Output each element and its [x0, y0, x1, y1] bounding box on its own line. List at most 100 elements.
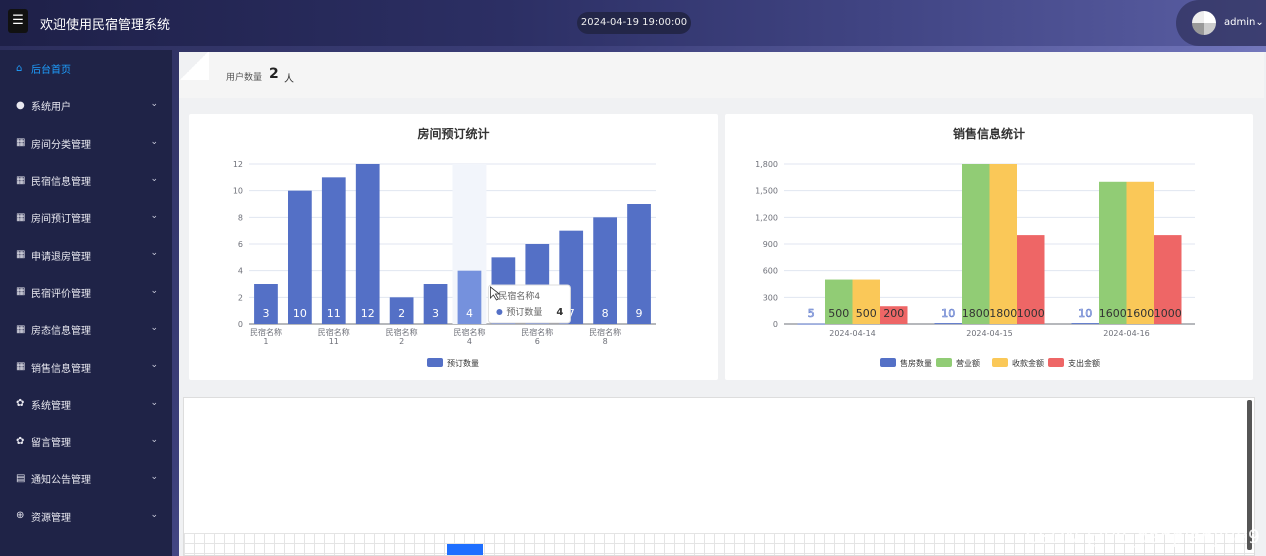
sales-chart-card: 销售信息统计 0 300 600 900 1,200 1,500 1,800 5 500 500 2…: [725, 114, 1253, 380]
data-label: 1000: [1154, 307, 1182, 320]
bar: [989, 164, 1017, 324]
sidebar-item-9[interactable]: ✿ 系统管理 ⌄: [0, 386, 172, 423]
chevron-down-icon: ⌄: [150, 99, 158, 110]
chevron-down-icon: ⌄: [150, 173, 158, 184]
grid-icon: ▦: [16, 211, 26, 223]
avatar[interactable]: [1192, 11, 1216, 35]
grid-icon: ▦: [16, 323, 26, 335]
legend-label: 售房数量: [900, 358, 932, 368]
user-icon: ●: [16, 99, 25, 111]
legend-label: 营业额: [956, 358, 980, 368]
x-tick-label: 8: [603, 337, 608, 346]
scrollbar[interactable]: [1247, 400, 1252, 550]
chevron-down-icon: ⌄: [150, 509, 158, 520]
sidebar-item-6[interactable]: ▦ 民宿评价管理 ⌄: [0, 274, 172, 311]
username[interactable]: admin⌄: [1224, 17, 1264, 28]
tooltip-title: 民宿名称4: [498, 290, 540, 302]
action-button[interactable]: [447, 544, 483, 555]
watermark: CSDN @vx_danpianji889: [1025, 526, 1260, 548]
sidebar-item-label: 资源管理: [31, 512, 71, 524]
home-icon: ⌂: [16, 62, 23, 74]
data-label: 1000: [1017, 307, 1045, 320]
bar: [254, 284, 278, 324]
sidebar-item-3[interactable]: ▦ 民宿信息管理 ⌄: [0, 162, 172, 199]
chevron-down-icon: ⌄: [150, 211, 158, 222]
chevron-down-icon: ⌄: [150, 323, 158, 334]
bar: [1154, 235, 1182, 324]
grid-icon: ▦: [16, 286, 26, 298]
legend-label: 收款金额: [1012, 358, 1044, 368]
legend-swatch: [936, 358, 952, 367]
data-label: 12: [361, 307, 375, 320]
sidebar-item-0[interactable]: ⌂ 后台首页: [0, 50, 172, 87]
menu-icon[interactable]: ☰: [8, 9, 28, 33]
user-menu[interactable]: admin⌄: [1176, 0, 1266, 46]
sidebar-item-label: 销售信息管理: [31, 363, 91, 375]
sidebar-item-label: 后台首页: [31, 65, 71, 77]
grid-icon: ▦: [16, 249, 26, 261]
sidebar-item-label: 房态信息管理: [31, 326, 91, 338]
doc-icon: ▤: [16, 472, 26, 484]
chevron-down-icon: ⌄: [150, 434, 158, 445]
legend-swatch: [992, 358, 1008, 367]
data-label: 500: [856, 307, 877, 320]
data-label: 1800: [962, 307, 990, 320]
datetime-display: 2024-04-19 19:00:00: [577, 12, 691, 34]
sidebar-item-12[interactable]: ⊕ 资源管理 ⌄: [0, 498, 172, 535]
sidebar-item-10[interactable]: ✿ 留言管理 ⌄: [0, 423, 172, 460]
tooltip-series: 预订数量: [506, 306, 542, 318]
data-label: 10: [1078, 307, 1092, 320]
data-label: 4: [466, 307, 473, 320]
data-label: 3: [262, 307, 269, 320]
y-tick-label: 300: [763, 293, 778, 302]
data-label: 5: [808, 307, 815, 320]
x-tick-label: 2024-04-15: [966, 329, 1013, 338]
top-bar: ☰ 欢迎使用民宿管理系统 2024-04-19 19:00:00 admin⌄: [0, 0, 1266, 46]
booking-chart: 024681012310111223456789民宿名称1民宿名称11民宿名称2…: [233, 160, 656, 368]
data-label: 1800: [989, 307, 1017, 320]
data-label: 1600: [1126, 307, 1154, 320]
booking-chart-title: 房间预订统计: [417, 127, 490, 141]
bar: [797, 323, 825, 325]
legend-label: 支出金额: [1068, 358, 1100, 368]
data-label: 9: [636, 307, 643, 320]
app-title: 欢迎使用民宿管理系统: [40, 18, 171, 33]
data-label: 2: [398, 307, 405, 320]
sidebar-item-11[interactable]: ▤ 通知公告管理 ⌄: [0, 460, 172, 497]
stat-unit: 人: [284, 74, 294, 85]
x-tick-label: 民宿名称: [453, 327, 485, 337]
y-tick-label: 4: [238, 267, 243, 276]
grid-icon: ▦: [16, 174, 26, 186]
sidebar-item-7[interactable]: ▦ 房态信息管理 ⌄: [0, 311, 172, 348]
x-tick-label: 2024-04-14: [829, 329, 876, 338]
bottom-panel: [183, 397, 1255, 556]
sidebar-item-8[interactable]: ▦ 销售信息管理 ⌄: [0, 348, 172, 385]
bar: [288, 190, 312, 324]
bar: [593, 217, 617, 324]
bar: [355, 164, 380, 324]
bar: [852, 279, 880, 324]
y-tick-label: 12: [233, 160, 243, 169]
sidebar-item-1[interactable]: ● 系统用户 ⌄: [0, 87, 172, 124]
bar: [880, 306, 908, 324]
sidebar-item-label: 民宿评价管理: [31, 288, 91, 300]
grid-icon: ▦: [16, 137, 26, 149]
y-tick-label: 0: [238, 320, 243, 329]
y-tick-label: 1,800: [755, 160, 778, 169]
chevron-down-icon: ⌄: [150, 472, 158, 483]
y-tick-label: 10: [233, 187, 243, 196]
sidebar-item-5[interactable]: ▦ 申请退房管理 ⌄: [0, 236, 172, 273]
x-tick-label: 民宿名称: [318, 327, 350, 337]
sidebar-item-label: 留言管理: [31, 438, 71, 450]
data-label: 10: [941, 307, 955, 320]
x-tick-label: 2024-04-16: [1103, 329, 1150, 338]
sidebar-item-4[interactable]: ▦ 房间预订管理 ⌄: [0, 199, 172, 236]
tooltip-box: [487, 284, 571, 324]
sidebar-item-label: 民宿信息管理: [31, 177, 91, 189]
y-tick-label: 600: [763, 267, 778, 276]
bar: [627, 204, 651, 324]
sidebar-item-label: 房间预订管理: [31, 214, 91, 226]
sales-chart-title: 销售信息统计: [952, 127, 1025, 141]
y-tick-label: 0: [773, 320, 778, 329]
sidebar-item-2[interactable]: ▦ 房间分类管理 ⌄: [0, 125, 172, 162]
